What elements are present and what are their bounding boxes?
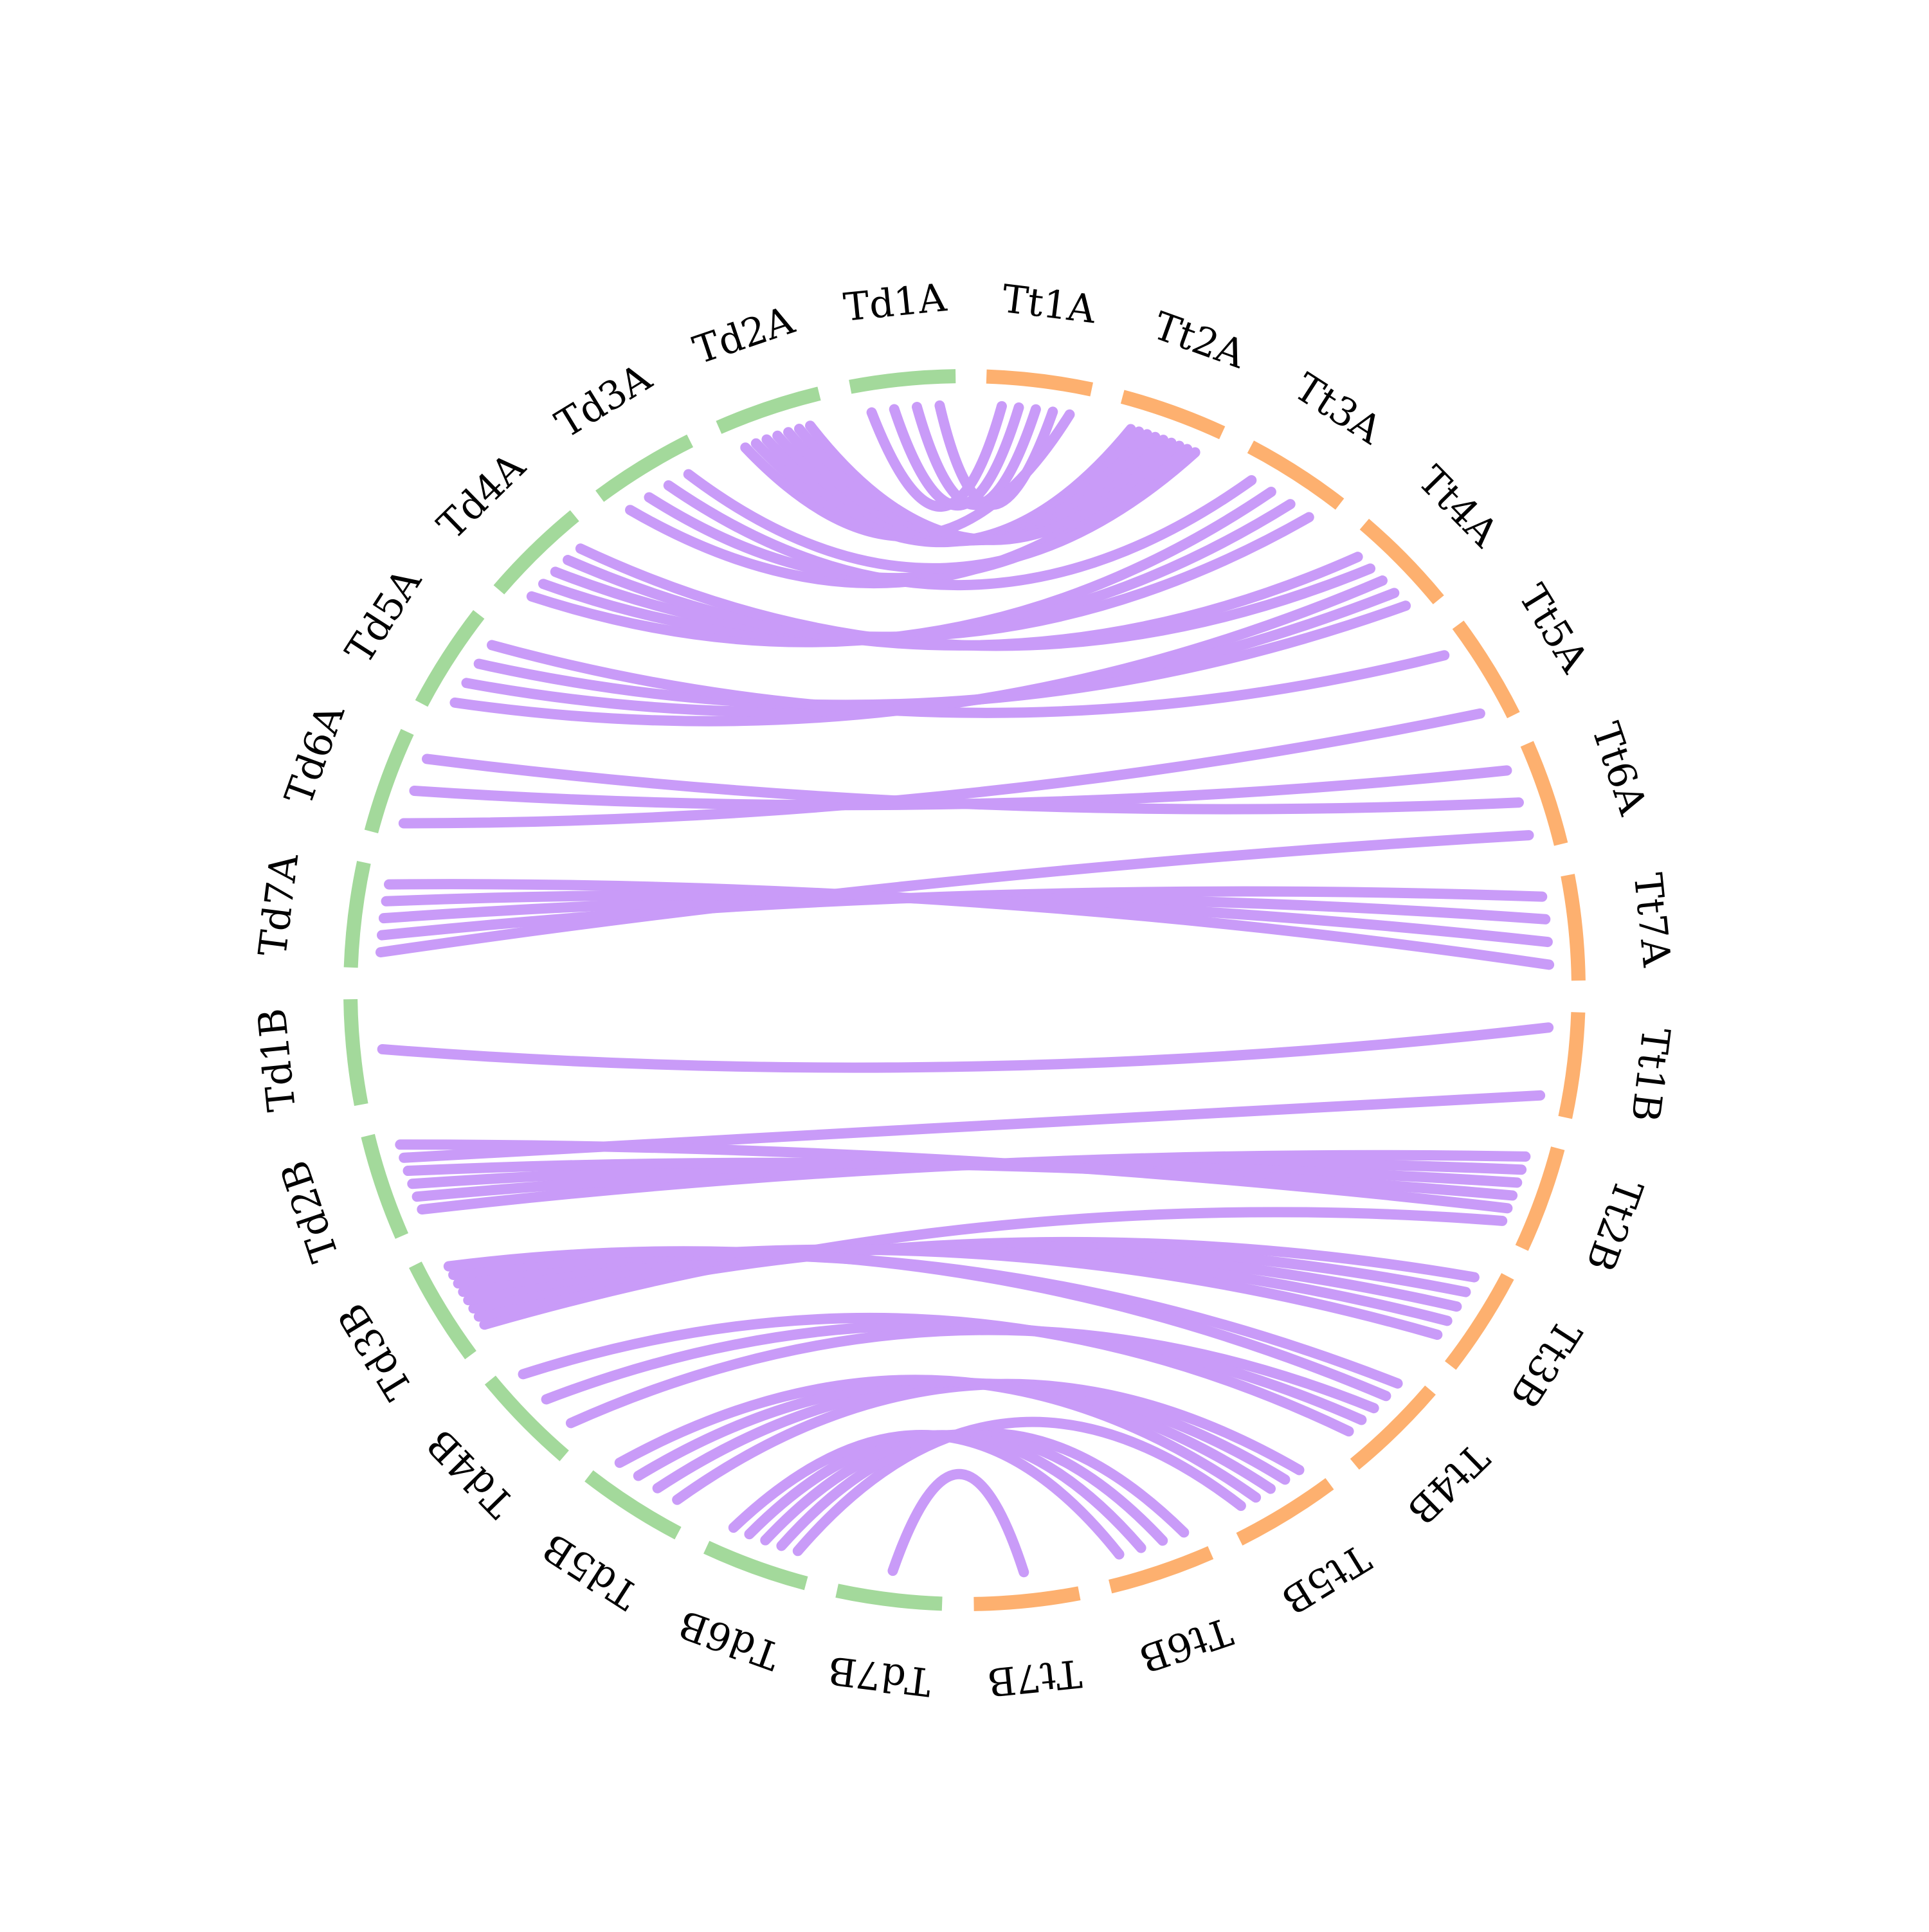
chromosome-label-tt3b: Tt3B: [1501, 1312, 1590, 1416]
chromosome-arc-tt2b: [1515, 1146, 1565, 1251]
chromosome-arc-td5b: [584, 1470, 682, 1540]
synteny-link: [792, 1416, 1246, 1557]
synteny-link: [614, 1375, 1262, 1503]
synteny-link: [889, 402, 1024, 510]
chromosome-label-tt2a: Tt2A: [1148, 303, 1251, 378]
chromosome-ideogram: [343, 369, 1586, 1611]
chromosome-label-td5b: Td5B: [535, 1524, 646, 1618]
chromosome-label-td2a: Td2A: [688, 298, 801, 374]
synteny-link: [443, 1246, 1391, 1402]
synteny-link: [395, 1139, 1513, 1214]
synteny-link: [377, 1022, 1554, 1073]
chromosome-label-tt2b: Tt2B: [1577, 1173, 1652, 1277]
chromosome-arc-tt5b: [1236, 1477, 1334, 1546]
chromosome-label-tt4a: Tt4A: [1409, 457, 1507, 555]
chromosome-arc-tt6b: [1109, 1546, 1214, 1594]
chromosome-arc-tt4a: [1359, 518, 1444, 604]
synteny-link: [550, 512, 1314, 642]
synteny-link: [683, 447, 1200, 573]
chromosome-label-td3a: Td3A: [548, 355, 660, 447]
chromosome-arc-td7a: [343, 860, 371, 968]
synteny-link: [383, 879, 1555, 970]
chromosome-label-tt5a: Tt5A: [1510, 577, 1597, 680]
chromosome-arc-td1a: [849, 369, 956, 394]
synteny-link: [473, 600, 1411, 710]
chromosome-label-td4a: Td4A: [429, 444, 534, 548]
synteny-links: [375, 400, 1555, 1578]
synteny-link: [728, 1430, 1125, 1560]
chromosome-arc-td1b: [343, 999, 368, 1106]
chromosome-arc-td4b: [484, 1375, 569, 1461]
chromosome-label-tt6a: Tt6A: [1582, 717, 1655, 820]
synteny-link: [887, 1468, 1029, 1578]
chromosome-arc-tt3b: [1445, 1273, 1514, 1370]
synteny-link: [375, 830, 1534, 958]
chromosome-arc-tt1b: [1558, 1012, 1586, 1119]
chromosome-label-tt6b: Tt6B: [1134, 1608, 1238, 1681]
chromosome-arc-tt1a: [986, 369, 1094, 397]
chromosome-label-td7b: Td7B: [826, 1647, 934, 1704]
chromosome-label-td6b: Td6B: [673, 1601, 786, 1679]
chromosome-label-td4b: Td4B: [419, 1421, 523, 1526]
chromosome-label-tt1a: Tt1A: [999, 276, 1098, 332]
synteny-link: [422, 754, 1524, 815]
synteny-link: [487, 640, 1450, 718]
synteny-link: [644, 444, 1193, 584]
chromosome-arc-tt3a: [1247, 440, 1345, 510]
chromosome-label-td7a: Td7A: [250, 851, 307, 959]
chromosome-arc-tt7a: [1561, 874, 1586, 981]
chromosome-label-tt7a: Tt7A: [1625, 871, 1680, 970]
chromosome-label-tt3a: Tt3A: [1287, 365, 1390, 453]
chromosome-label-td5a: Td5A: [337, 561, 431, 672]
synteny-link: [575, 543, 1376, 651]
chromosome-arc-td3b: [409, 1261, 476, 1360]
chromosome-arc-tt5a: [1452, 620, 1520, 719]
chromosome-label-tt5b: Tt5B: [1274, 1535, 1377, 1623]
chromosome-arc-td2a: [716, 386, 821, 434]
chromosome-arc-td4a: [493, 510, 579, 595]
synteny-link: [912, 402, 1041, 510]
chromosome-label-td6a: Td6A: [276, 698, 354, 811]
chromosome-label-td1b: Td1B: [249, 1006, 305, 1114]
chromosome-arc-td5a: [415, 609, 485, 707]
chromosome-arc-td6a: [364, 728, 414, 834]
chromosome-arc-td3a: [595, 434, 694, 502]
chromosome-label-td3b: Td3B: [329, 1296, 422, 1407]
chromosome-label-tt1b: Tt1B: [1622, 1025, 1678, 1124]
chromosome-label-tt7b: Tt7B: [986, 1650, 1084, 1704]
chromosome-arc-tt7b: [974, 1586, 1081, 1611]
chromosome-arc-tt4b: [1350, 1385, 1436, 1470]
synteny-link: [663, 474, 1257, 591]
chromosome-label-td1a: Td1A: [842, 275, 949, 330]
chromosome-arc-td2b: [361, 1133, 409, 1239]
synteny-link: [398, 708, 1485, 829]
chromosome-label-tt4b: Tt4B: [1399, 1434, 1498, 1532]
chromosome-arc-tt6a: [1520, 741, 1568, 846]
chromosome-label-td2b: Td2B: [272, 1155, 348, 1267]
synteny-link: [518, 1312, 1354, 1437]
chromosome-arc-td6b: [703, 1540, 808, 1591]
synteny-link: [866, 401, 1007, 512]
chromosome-arc-tt2a: [1120, 390, 1226, 440]
chromosome-arc-td7b: [835, 1584, 943, 1611]
